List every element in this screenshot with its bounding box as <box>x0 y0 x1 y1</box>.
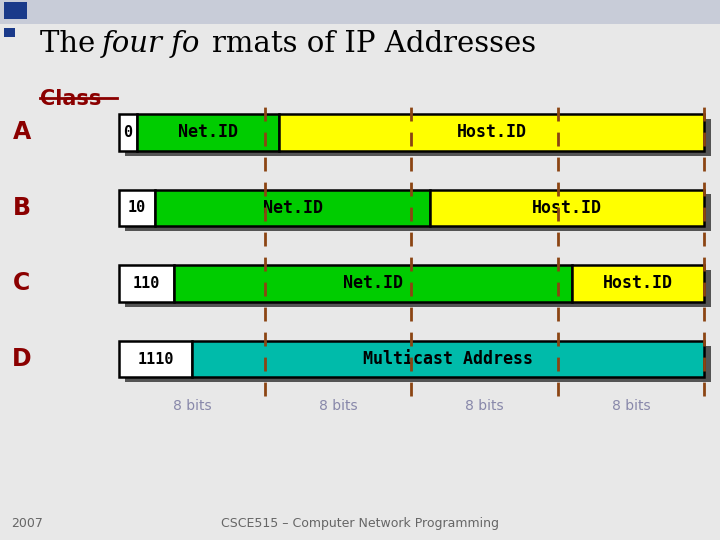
Text: four fo: four fo <box>102 30 201 58</box>
Text: Host.ID: Host.ID <box>532 199 602 217</box>
FancyBboxPatch shape <box>4 28 15 37</box>
FancyBboxPatch shape <box>137 114 279 151</box>
Text: Class: Class <box>40 89 101 109</box>
Text: D: D <box>12 347 32 371</box>
Text: The: The <box>40 30 104 58</box>
FancyBboxPatch shape <box>125 194 711 231</box>
Text: Multicast Address: Multicast Address <box>363 350 533 368</box>
Text: 0: 0 <box>123 125 132 140</box>
FancyBboxPatch shape <box>430 190 704 226</box>
Text: Net.ID: Net.ID <box>343 274 402 293</box>
FancyBboxPatch shape <box>125 346 711 382</box>
Text: CSCE515 – Computer Network Programming: CSCE515 – Computer Network Programming <box>221 517 499 530</box>
Text: 110: 110 <box>132 276 160 291</box>
FancyBboxPatch shape <box>192 341 704 377</box>
FancyBboxPatch shape <box>119 265 174 302</box>
Text: 10: 10 <box>128 200 146 215</box>
FancyBboxPatch shape <box>125 119 711 156</box>
Text: Net.ID: Net.ID <box>178 123 238 141</box>
Text: 8 bits: 8 bits <box>612 399 650 413</box>
Text: 2007: 2007 <box>11 517 42 530</box>
Text: 8 bits: 8 bits <box>319 399 358 413</box>
Text: Host.ID: Host.ID <box>603 274 673 293</box>
FancyBboxPatch shape <box>125 270 711 307</box>
Text: 8 bits: 8 bits <box>173 399 211 413</box>
Text: 1110: 1110 <box>137 352 174 367</box>
Text: Host.ID: Host.ID <box>456 123 526 141</box>
FancyBboxPatch shape <box>156 190 430 226</box>
FancyBboxPatch shape <box>174 265 572 302</box>
FancyBboxPatch shape <box>279 114 704 151</box>
FancyBboxPatch shape <box>119 190 156 226</box>
Text: A: A <box>12 120 31 144</box>
Text: Net.ID: Net.ID <box>263 199 323 217</box>
FancyBboxPatch shape <box>119 341 192 377</box>
Text: 8 bits: 8 bits <box>465 399 504 413</box>
FancyBboxPatch shape <box>0 0 720 24</box>
Text: rmats of IP Addresses: rmats of IP Addresses <box>212 30 536 58</box>
FancyBboxPatch shape <box>572 265 704 302</box>
Text: B: B <box>12 196 30 220</box>
FancyBboxPatch shape <box>119 114 137 151</box>
FancyBboxPatch shape <box>4 2 27 19</box>
Text: C: C <box>13 272 30 295</box>
